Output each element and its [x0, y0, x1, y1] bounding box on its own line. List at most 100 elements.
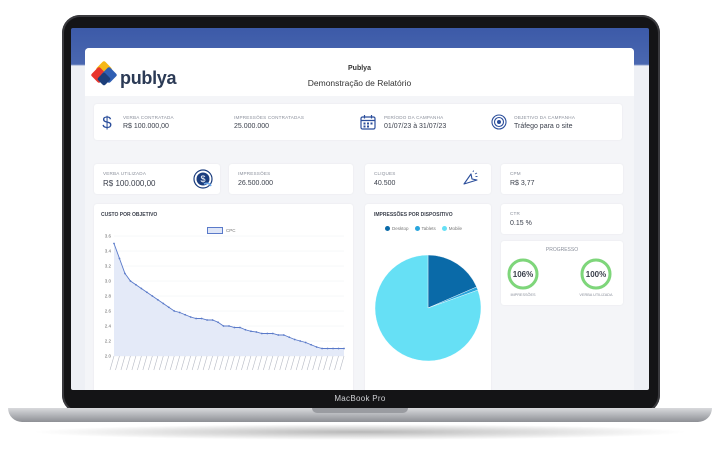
laptop-screen: publya Publya Demonstração de Relatório … — [71, 28, 649, 390]
cpc-point — [129, 280, 132, 282]
custo-chart-title: CUSTO POR OBJETIVO — [101, 212, 158, 218]
x-tick-mark — [186, 355, 191, 371]
cpc-point — [310, 343, 313, 346]
x-tick-mark — [148, 355, 153, 371]
report-header: publya Publya Demonstração de Relatório — [85, 48, 634, 96]
publya-logo-icon — [91, 61, 117, 86]
pie-legend-item: Tablets — [414, 226, 436, 231]
x-tick-mark — [191, 355, 197, 371]
x-tick-mark — [284, 355, 290, 371]
cliques-value: 40.500 — [374, 180, 396, 187]
cpc-point — [145, 291, 148, 294]
x-tick-mark — [120, 355, 126, 371]
cpc-point — [271, 332, 274, 335]
pie-legend-dot — [441, 226, 447, 231]
pie-slice-desktop — [427, 254, 477, 309]
cpc-point — [200, 317, 203, 320]
impressoes-value: 26.500.000 — [238, 180, 274, 187]
y-tick-label: 2.0 — [105, 354, 112, 359]
calendar-icon — [360, 115, 376, 130]
pie-legend-dot — [414, 226, 420, 231]
dollar-icon: $ — [102, 113, 112, 131]
impressoes-contratadas-label: IMPRESSÕES CONTRATADAS — [234, 115, 305, 120]
x-tick-mark — [175, 355, 181, 371]
ctr-label: CTR — [510, 211, 521, 216]
cpc-point — [288, 336, 291, 339]
cpc-point — [173, 310, 176, 312]
verba-utilizada-label: VERBA UTILIZADA — [103, 171, 147, 176]
cpc-point — [151, 295, 154, 297]
pie-slice-mobile — [374, 254, 482, 362]
cpc-area — [114, 243, 344, 356]
x-tick-mark — [301, 355, 306, 371]
x-tick-mark — [180, 355, 186, 371]
y-tick-label: 3.6 — [105, 234, 112, 239]
report-page: publya Publya Demonstração de Relatório … — [85, 48, 634, 390]
cursor-click-icon — [463, 170, 478, 185]
cpc-point — [326, 347, 329, 350]
pie-legend-item: Mobile — [441, 226, 462, 231]
x-tick-mark — [202, 355, 208, 371]
pie-chart-title: IMPRESSÕES POR DISPOSITIVO — [374, 212, 453, 218]
progress-title: PROGRESSO — [545, 247, 579, 253]
cpc-point — [337, 347, 340, 350]
cpc-point — [260, 332, 263, 335]
x-tick-mark — [257, 355, 263, 371]
cpc-point — [239, 326, 241, 329]
x-tick-mark — [295, 355, 301, 371]
laptop-shadow — [30, 424, 690, 440]
x-tick-mark — [241, 355, 246, 371]
cpc-point — [184, 313, 187, 316]
money-icon: $ — [193, 169, 213, 189]
x-tick-mark — [235, 355, 241, 371]
x-tick-mark — [246, 355, 252, 371]
x-tick-mark — [224, 355, 230, 371]
periodo-value: 01/07/23 à 31/07/23 — [384, 123, 447, 130]
x-tick-mark — [290, 355, 296, 371]
cpc-point — [124, 272, 126, 275]
cpc-point — [255, 331, 258, 333]
pie-legend-label: Desktop — [392, 226, 409, 231]
cpc-point — [266, 332, 269, 335]
x-tick-mark — [131, 355, 137, 371]
laptop-notch — [312, 408, 408, 413]
cpc-legend-label: CPC — [226, 228, 236, 233]
x-tick-mark — [219, 355, 224, 371]
x-tick-mark — [339, 355, 345, 371]
periodo-label: PERÍODO DA CAMPANHA — [384, 115, 444, 120]
cpm-card: CPM R$ 3,77 — [501, 164, 623, 194]
x-tick-mark — [153, 355, 159, 371]
cpc-point — [343, 347, 345, 350]
cpm-value: R$ 3,77 — [510, 180, 535, 187]
x-tick-mark — [137, 355, 142, 371]
x-tick-mark — [158, 355, 164, 371]
cpc-point — [244, 328, 247, 331]
impressoes-label: IMPRESSÕES — [238, 171, 271, 176]
cpc-point — [162, 302, 165, 305]
pie-legend-dot — [385, 226, 390, 231]
x-tick-mark — [263, 355, 268, 371]
cpc-point — [195, 317, 198, 320]
x-tick-mark — [109, 355, 115, 371]
company-name: Publya — [348, 65, 371, 72]
impressoes-dispositivo-card: IMPRESSÕES POR DISPOSITIVO Desktop Tablet… — [365, 204, 491, 390]
x-tick-mark — [169, 355, 175, 371]
x-tick-mark — [142, 355, 148, 371]
ctr-value: 0.15 % — [510, 220, 532, 227]
cpc-point — [140, 287, 143, 290]
impressoes-progress-value: 106% — [512, 270, 534, 279]
objetivo-value: Tráfego para o site — [514, 123, 573, 130]
x-tick-mark — [268, 355, 274, 371]
x-tick-mark — [312, 355, 317, 371]
y-tick-label: 2.2 — [105, 339, 112, 344]
report-title: Demonstração de Relatório — [307, 78, 412, 88]
cliques-card: CLIQUES 40.500 — [365, 164, 491, 194]
x-tick-mark — [273, 355, 279, 371]
cpc-point — [293, 338, 296, 341]
verba-utilizada-value: R$ 100.000,00 — [103, 179, 156, 188]
x-tick-mark — [197, 355, 202, 371]
cpc-point — [321, 347, 323, 350]
svg-text:$: $ — [102, 113, 112, 131]
x-tick-mark — [126, 355, 131, 371]
laptop-base — [8, 408, 712, 422]
